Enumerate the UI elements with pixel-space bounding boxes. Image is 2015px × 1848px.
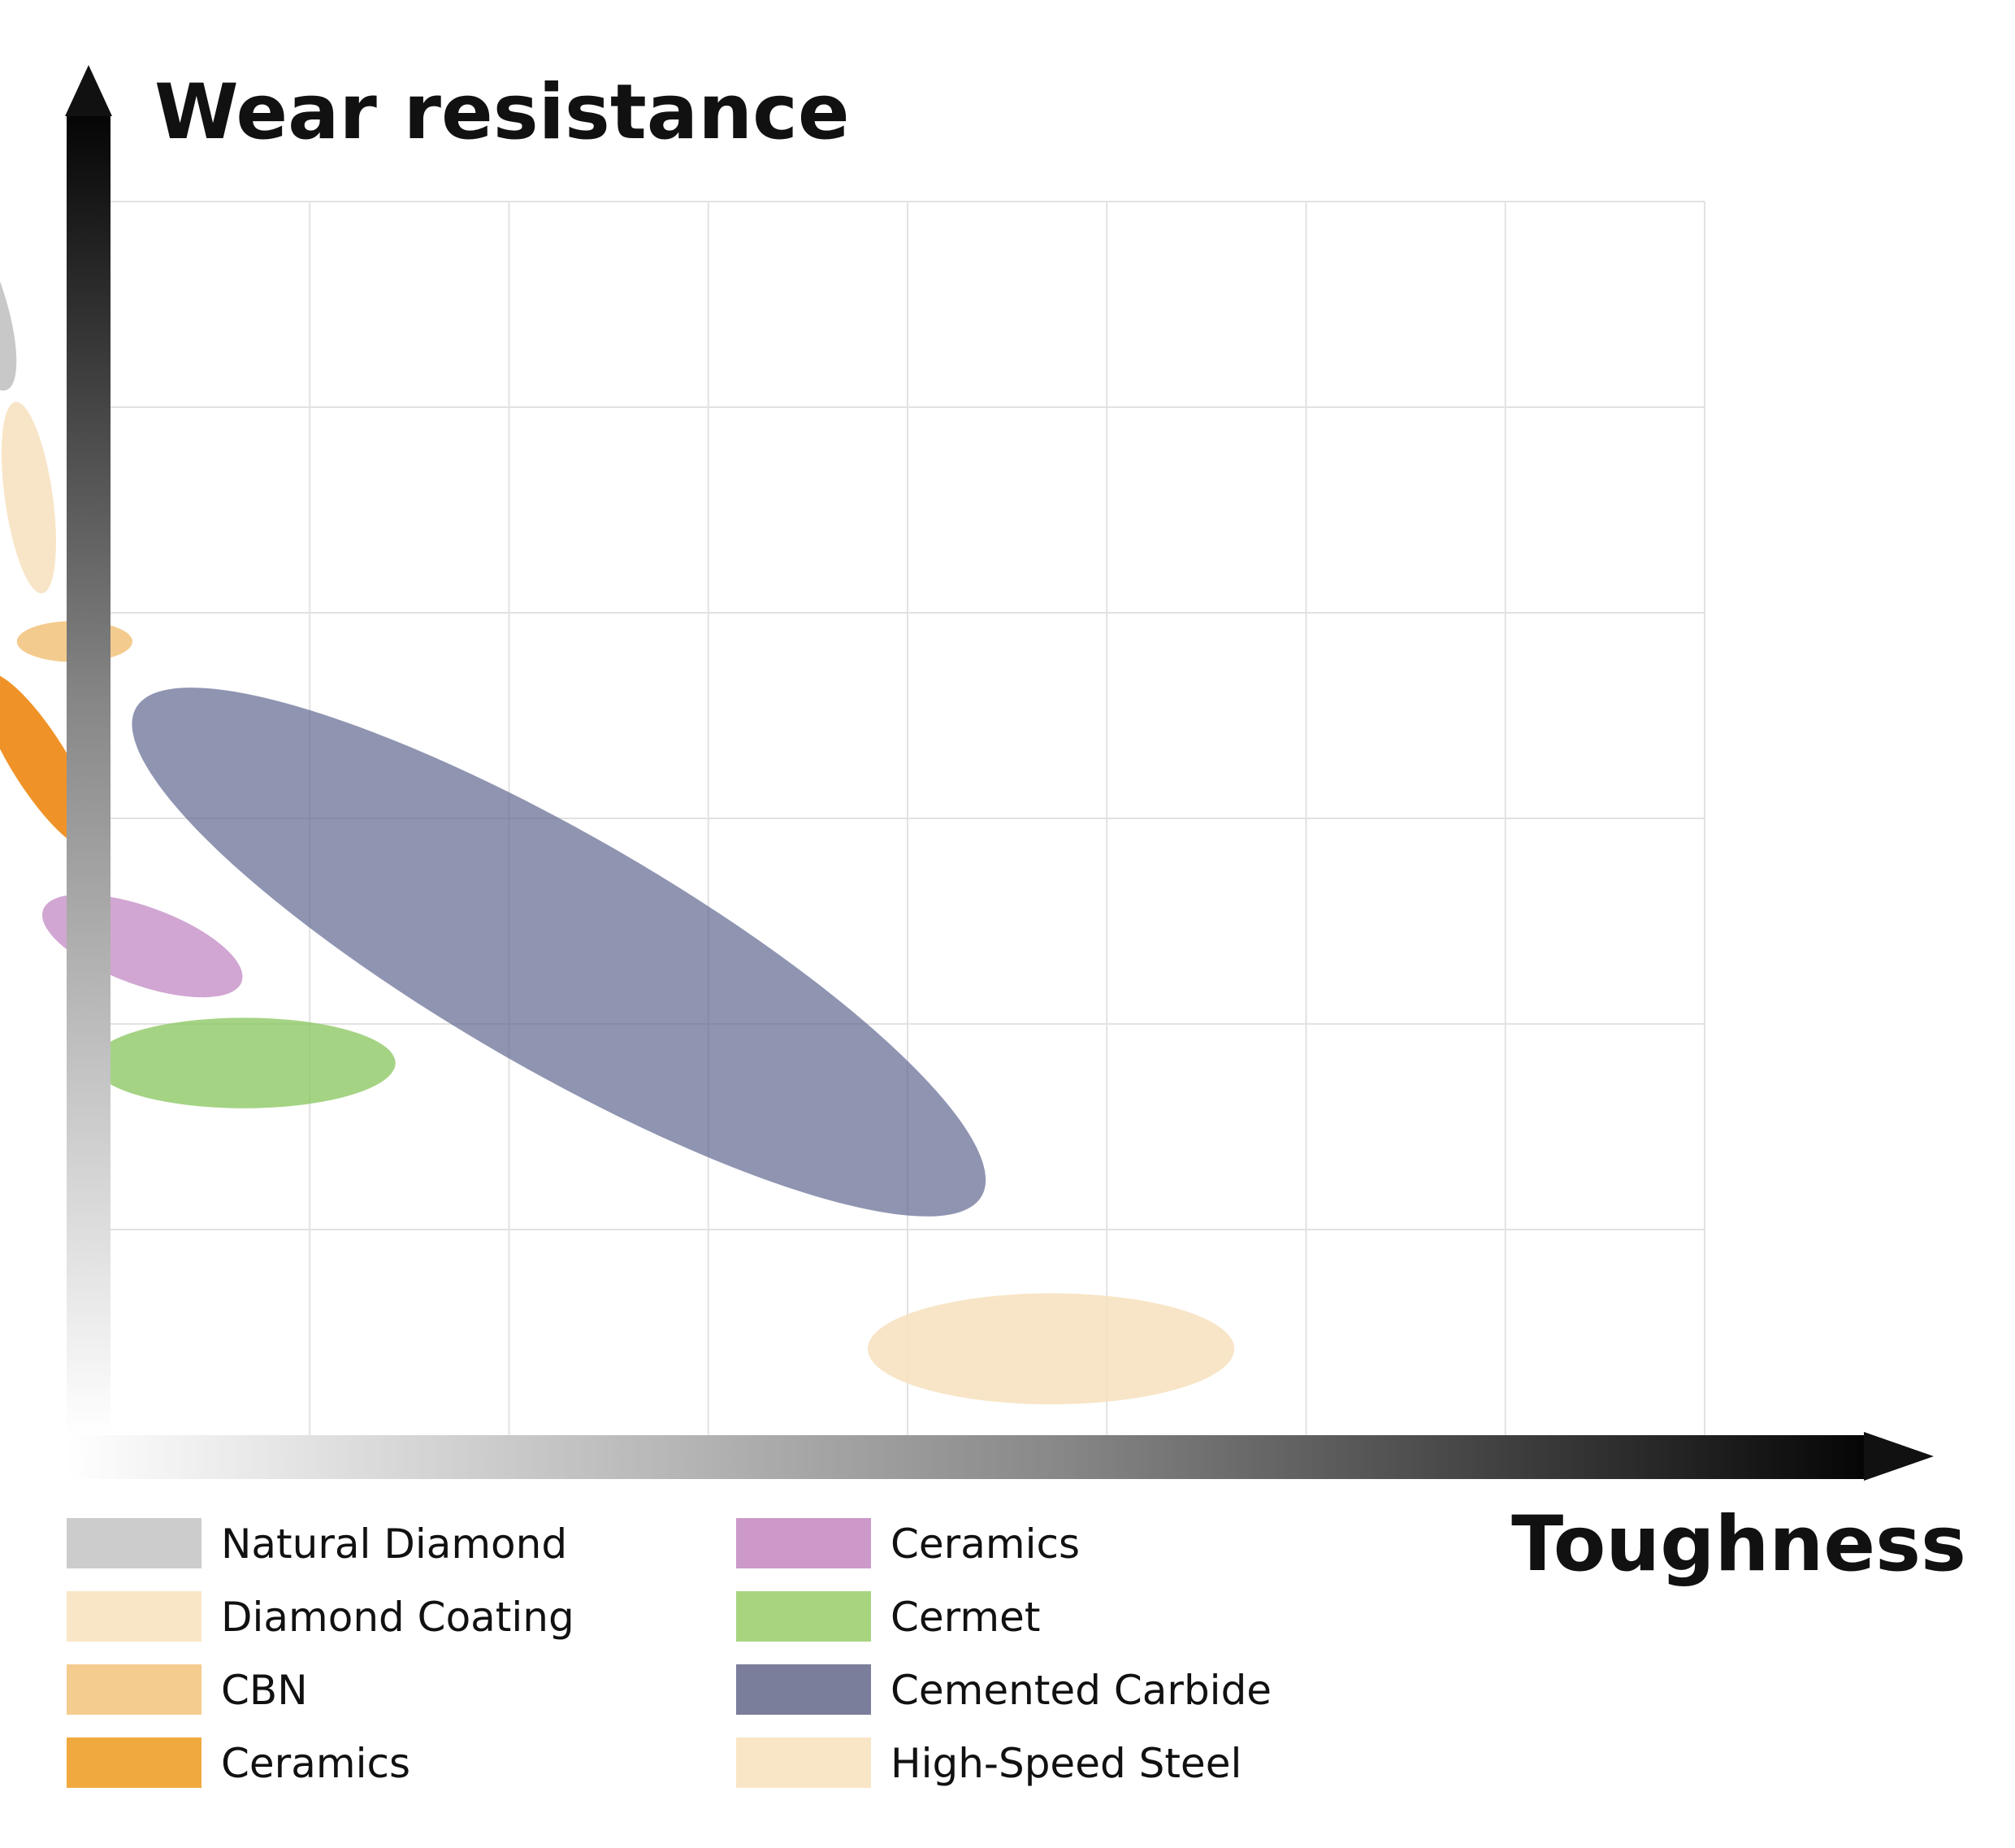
y-axis-arrowhead	[65, 65, 112, 116]
legend-swatch	[67, 1591, 202, 1642]
legend-label: High-Speed Steel	[890, 1740, 1242, 1787]
y-axis-bar	[67, 115, 110, 1435]
region-natural-diamond-0	[0, 210, 17, 391]
legend-label: Natural Diamond	[221, 1520, 567, 1568]
x-axis-title: Toughness	[1511, 1500, 1966, 1589]
legend-label: Diamond Coating	[221, 1594, 574, 1641]
legend-swatch	[67, 1737, 202, 1788]
region-diamond-coating-1	[1, 401, 56, 594]
legend-label: Cermet	[890, 1594, 1040, 1641]
y-axis-title: Wear resistance	[154, 68, 850, 157]
legend-swatch	[67, 1518, 202, 1568]
legend-swatch	[736, 1664, 871, 1715]
legend-label: Cemented Carbide	[890, 1667, 1272, 1714]
legend-label: CBN	[221, 1667, 308, 1714]
legend-label: Ceramics	[890, 1520, 1080, 1568]
legend-label: Ceramics	[221, 1740, 410, 1787]
region-cermet-6	[92, 1017, 396, 1108]
region-cemented-carbide-4	[132, 688, 986, 1217]
region-ceramics-5	[41, 894, 243, 998]
x-axis-arrowhead	[1864, 1432, 1934, 1481]
region-high-speed-steel-7	[867, 1293, 1235, 1405]
legend: Natural Diamond Diamond Coating CBN Ceramic…	[67, 1518, 1272, 1788]
x-axis-bar	[67, 1435, 1869, 1479]
legend-swatch	[736, 1737, 871, 1788]
material-regions	[0, 210, 1235, 1405]
legend-swatch	[736, 1518, 871, 1568]
legend-swatch	[67, 1664, 202, 1715]
legend-swatch	[736, 1591, 871, 1642]
